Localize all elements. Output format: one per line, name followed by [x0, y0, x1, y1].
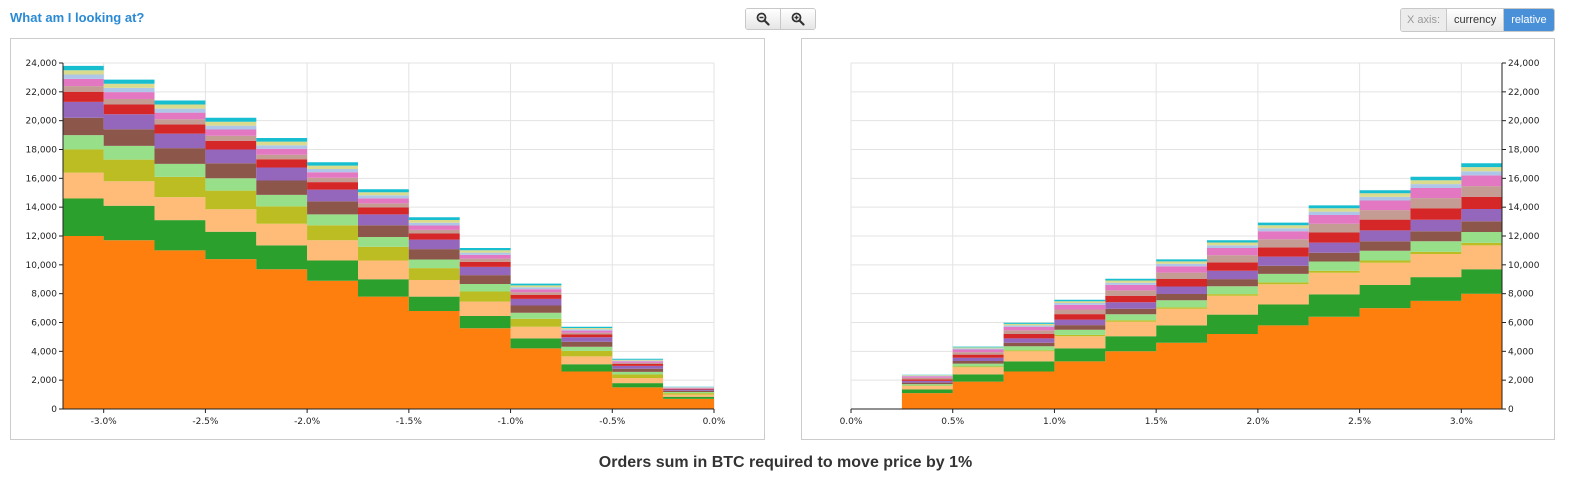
- series-area-5: [851, 224, 1502, 409]
- x-axis-label: X axis:: [1401, 9, 1448, 31]
- x-tick-label: 0.0%: [703, 417, 726, 427]
- x-tick-label: 2.5%: [1348, 417, 1371, 427]
- zoom-out-button[interactable]: [746, 9, 780, 29]
- zoom-in-button[interactable]: [780, 9, 815, 29]
- series-area-2: [851, 263, 1502, 409]
- stacked-areas: [63, 65, 714, 410]
- x-tick-label: 0.5%: [941, 417, 964, 427]
- y-tick-label: 8,000: [31, 290, 57, 300]
- y-tick-label: 16,000: [26, 174, 58, 184]
- y-tick-label: 0: [51, 405, 57, 415]
- series-area-8: [851, 187, 1502, 409]
- series-area-4: [63, 149, 714, 409]
- y-tick-label: 18,000: [26, 146, 58, 156]
- zoom-in-icon: [791, 12, 805, 26]
- y-tick-label: 16,000: [1508, 174, 1540, 184]
- x-tick-label: -1.0%: [498, 417, 525, 427]
- series-area-4: [851, 236, 1502, 409]
- y-tick-label: 24,000: [26, 59, 58, 69]
- series-area-13: [851, 152, 1502, 409]
- y-tick-label: 10,000: [26, 261, 58, 271]
- axes: 0 2,000 4,000 6,000 8,000 10,000 12,000 14,000 1…: [26, 59, 726, 427]
- y-tick-label: 18,000: [1508, 146, 1540, 156]
- y-tick-label: 0: [1508, 405, 1514, 415]
- axes: 0 2,000 4,000 6,000 8,000 10,000 12,000 14,000 1…: [840, 59, 1540, 427]
- y-tick-label: 12,000: [26, 232, 58, 242]
- y-tick-label: 2,000: [1508, 376, 1534, 386]
- y-tick-label: 22,000: [26, 88, 58, 98]
- y-tick-label: 12,000: [1508, 232, 1540, 242]
- x-tick-label: -3.0%: [91, 417, 118, 427]
- y-tick-label: 20,000: [26, 117, 58, 127]
- x-tick-label: -2.5%: [192, 417, 219, 427]
- x-tick-label: -0.5%: [599, 417, 626, 427]
- x-tick-label: 1.5%: [1145, 417, 1168, 427]
- x-tick-label: -1.5%: [396, 417, 423, 427]
- y-tick-label: 14,000: [1508, 203, 1540, 213]
- series-area-2: [63, 198, 714, 409]
- x-tick-label: 1.0%: [1043, 417, 1066, 427]
- series-area-3: [851, 238, 1502, 409]
- series-area-9: [851, 176, 1502, 409]
- x-axis-option-currency[interactable]: currency: [1447, 9, 1504, 31]
- series-area-1: [63, 236, 714, 409]
- bids-depth-chart: 0 2,000 4,000 6,000 8,000 10,000 12,000 14,000 1…: [26, 59, 726, 427]
- y-tick-label: 14,000: [26, 203, 58, 213]
- help-link[interactable]: What am I looking at?: [10, 10, 145, 25]
- stacked-areas: [851, 152, 1502, 409]
- series-area-3: [63, 172, 714, 409]
- chart-footer-title: Orders sum in BTC required to move price…: [598, 454, 973, 471]
- x-tick-label: 2.0%: [1246, 417, 1269, 427]
- y-tick-label: 24,000: [1508, 59, 1540, 69]
- y-tick-label: 20,000: [1508, 117, 1540, 127]
- zoom-out-icon: [756, 12, 770, 26]
- y-tick-label: 22,000: [1508, 88, 1540, 98]
- y-tick-label: 8,000: [1508, 290, 1534, 300]
- y-tick-label: 4,000: [1508, 347, 1534, 357]
- bids-depth-chart-panel: 0 2,000 4,000 6,000 8,000 10,000 12,000 14,000 1…: [10, 38, 765, 440]
- y-tick-label: 6,000: [1508, 319, 1534, 329]
- y-tick-label: 10,000: [1508, 261, 1540, 271]
- series-area-12: [851, 156, 1502, 409]
- series-area-11: [851, 160, 1502, 409]
- x-tick-label: -2.0%: [294, 417, 321, 427]
- y-tick-label: 4,000: [31, 347, 57, 357]
- zoom-controls: [745, 8, 816, 30]
- x-axis-toggle: X axis: currency relative: [1400, 8, 1555, 32]
- series-area-1: [851, 287, 1502, 409]
- x-tick-label: 0.0%: [840, 417, 863, 427]
- asks-depth-chart: 0 2,000 4,000 6,000 8,000 10,000 12,000 14,000 1…: [840, 59, 1540, 427]
- asks-depth-chart-panel: 0 2,000 4,000 6,000 8,000 10,000 12,000 14,000 1…: [801, 38, 1555, 440]
- x-axis-option-relative[interactable]: relative: [1503, 9, 1554, 31]
- y-tick-label: 2,000: [31, 376, 57, 386]
- series-area-10: [851, 165, 1502, 409]
- series-area-6: [851, 213, 1502, 409]
- x-tick-label: 3.0%: [1450, 417, 1473, 427]
- y-tick-label: 6,000: [31, 319, 57, 329]
- series-area-7: [851, 200, 1502, 409]
